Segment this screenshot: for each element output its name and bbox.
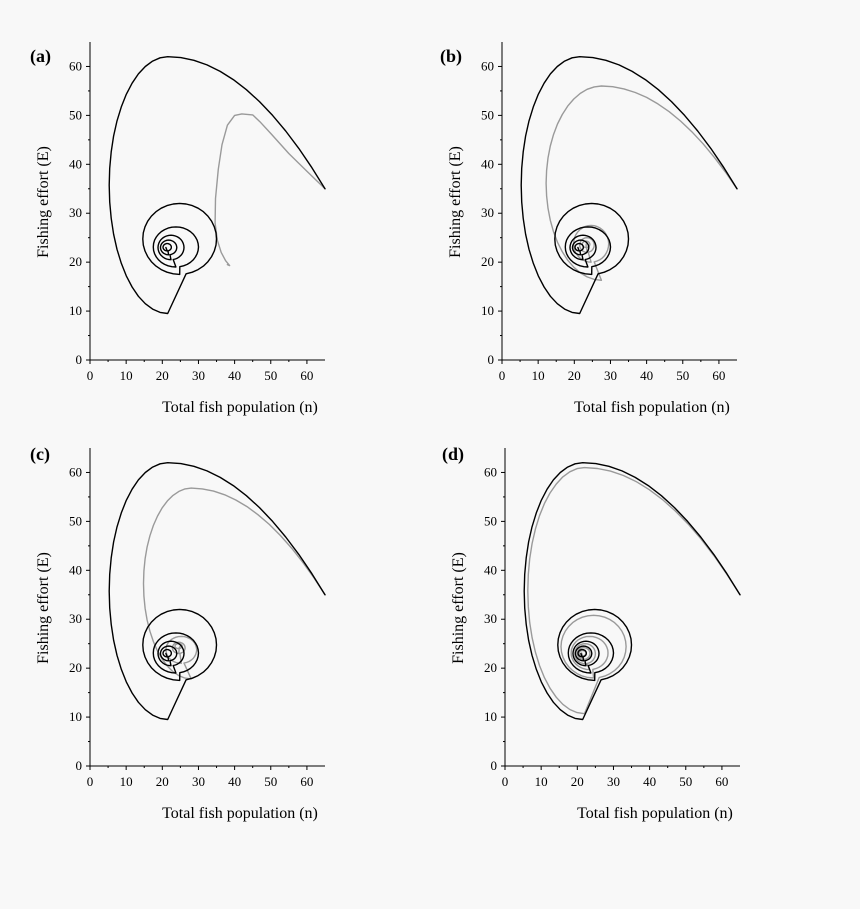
y-tick-label: 40: [69, 156, 82, 171]
y-tick-label: 50: [69, 107, 82, 122]
plot-area: [501, 448, 741, 770]
y-tick-label: 60: [69, 58, 82, 73]
y-tick-label: 40: [484, 562, 497, 577]
x-tick-label: 60: [712, 368, 725, 383]
y-axis-label: Fishing effort (E): [450, 552, 467, 664]
y-axis-label: Fishing effort (E): [35, 552, 52, 664]
panel-c: (c) 0 10 20 30 40 50 60 0 10 20 30 40 50 60 Total fi…: [30, 444, 326, 822]
y-tick-label: 10: [481, 303, 494, 318]
x-tick-label: 0: [87, 368, 94, 383]
x-tick-label: 60: [300, 774, 313, 789]
y-tick-label: 20: [69, 660, 82, 675]
panel-d: (d) 0 10 20 30 40 50 60 0 10 20 30 40 50 60 Total fi…: [442, 444, 741, 822]
y-tick-labels: 0 10 20 30 40 50 60: [481, 58, 494, 367]
y-tick-labels: 0 10 20 30 40 50 60: [69, 58, 82, 367]
x-tick-label: 50: [264, 774, 277, 789]
plot-area: [498, 42, 738, 364]
y-tick-label: 20: [481, 254, 494, 269]
x-tick-label: 30: [192, 774, 205, 789]
y-tick-label: 10: [484, 709, 497, 724]
black-trajectory-line: [108, 56, 326, 315]
y-tick-labels: 0 10 20 30 40 50 60: [484, 464, 497, 773]
x-tick-label: 60: [300, 368, 313, 383]
y-tick-label: 10: [69, 709, 82, 724]
grey-trajectory-line: [214, 113, 326, 267]
plot-area: [86, 448, 326, 770]
y-tick-label: 60: [69, 464, 82, 479]
x-tick-label: 60: [715, 774, 728, 789]
x-tick-label: 30: [192, 368, 205, 383]
plot-area: [86, 42, 326, 364]
y-tick-label: 30: [481, 205, 494, 220]
y-tick-label: 60: [481, 58, 494, 73]
panel-label: (d): [442, 444, 464, 465]
panel-a: (a) 0 10 20 30 40 50 60 0 10 20 30 40 50 60 Total fi…: [30, 42, 326, 416]
x-tick-label: 40: [228, 368, 241, 383]
x-tick-label: 10: [535, 774, 548, 789]
y-tick-label: 0: [488, 352, 495, 367]
y-tick-label: 0: [76, 758, 83, 773]
y-tick-label: 10: [69, 303, 82, 318]
x-tick-label: 40: [640, 368, 653, 383]
y-tick-label: 20: [69, 254, 82, 269]
x-tick-labels: 0 10 20 30 40 50 60: [502, 774, 729, 789]
x-axis-label: Total fish population (n): [162, 399, 318, 416]
x-tick-label: 0: [87, 774, 94, 789]
x-tick-label: 20: [568, 368, 581, 383]
y-tick-label: 50: [481, 107, 494, 122]
y-tick-label: 20: [484, 660, 497, 675]
black-trajectory-line: [108, 462, 326, 721]
x-tick-label: 40: [643, 774, 656, 789]
x-tick-label: 20: [156, 368, 169, 383]
y-tick-label: 40: [69, 562, 82, 577]
x-tick-label: 10: [532, 368, 545, 383]
y-tick-label: 60: [484, 464, 497, 479]
y-axis-label: Fishing effort (E): [447, 146, 464, 258]
x-tick-label: 30: [604, 368, 617, 383]
y-tick-label: 30: [69, 611, 82, 626]
y-tick-label: 40: [481, 156, 494, 171]
black-trajectory-line: [523, 462, 741, 721]
x-tick-label: 10: [120, 774, 133, 789]
grey-trajectory-line: [545, 85, 738, 281]
x-tick-label: 0: [502, 774, 509, 789]
y-axis-label: Fishing effort (E): [35, 146, 52, 258]
x-axis-label: Total fish population (n): [577, 805, 733, 822]
y-tick-label: 0: [76, 352, 83, 367]
x-tick-label: 20: [571, 774, 584, 789]
x-tick-label: 30: [607, 774, 620, 789]
x-tick-labels: 0 10 20 30 40 50 60: [87, 368, 314, 383]
panel-label: (b): [440, 46, 462, 67]
x-axis-label: Total fish population (n): [162, 805, 318, 822]
x-tick-label: 50: [676, 368, 689, 383]
y-tick-label: 50: [484, 513, 497, 528]
x-tick-label: 50: [264, 368, 277, 383]
y-tick-label: 30: [484, 611, 497, 626]
x-tick-label: 10: [120, 368, 133, 383]
x-tick-label: 20: [156, 774, 169, 789]
grey-trajectory-line: [527, 466, 741, 715]
y-tick-label: 50: [69, 513, 82, 528]
y-tick-label: 0: [491, 758, 498, 773]
panel-label: (c): [30, 444, 50, 465]
y-tick-labels: 0 10 20 30 40 50 60: [69, 464, 82, 773]
panel-label: (a): [30, 46, 51, 67]
x-tick-label: 0: [499, 368, 506, 383]
grey-trajectory-line: [142, 487, 326, 680]
x-tick-labels: 0 10 20 30 40 50 60: [87, 774, 314, 789]
black-trajectory-line: [520, 56, 738, 315]
x-tick-label: 50: [679, 774, 692, 789]
y-tick-label: 30: [69, 205, 82, 220]
x-axis-label: Total fish population (n): [574, 399, 730, 416]
panel-b: (b) 0 10 20 30 40 50 60 0 10 20 30 40 50 60 Total fi…: [440, 42, 738, 416]
x-tick-label: 40: [228, 774, 241, 789]
x-tick-labels: 0 10 20 30 40 50 60: [499, 368, 726, 383]
